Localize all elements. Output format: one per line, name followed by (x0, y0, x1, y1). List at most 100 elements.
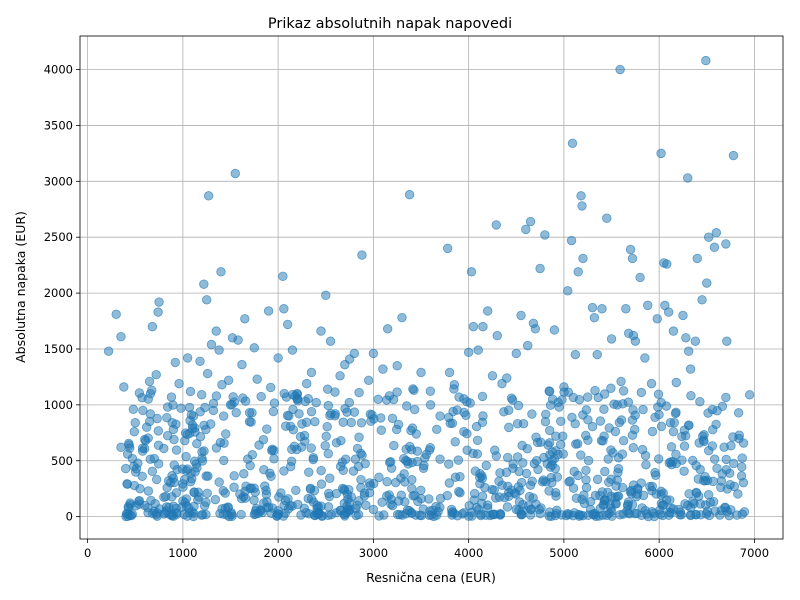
scatter-point (249, 483, 259, 493)
scatter-point (503, 405, 514, 415)
y-tick-label: 1500 (44, 342, 73, 356)
scatter-point (482, 500, 493, 510)
scatter-point (202, 488, 212, 499)
scatter-point (566, 235, 577, 246)
scatter-point (150, 499, 160, 509)
scatter-point (263, 306, 274, 316)
scatter-point (572, 439, 583, 449)
scatter-point (488, 509, 498, 520)
scatter-point (413, 496, 423, 507)
scatter-point (325, 336, 336, 346)
scatter-point (349, 348, 360, 359)
scatter-point (251, 506, 261, 516)
scatter-point (555, 439, 566, 450)
scatter-point (286, 461, 296, 472)
scatter-point (722, 336, 732, 346)
scatter-point (665, 417, 676, 428)
scatter-point (576, 450, 586, 460)
scatter-point (583, 392, 593, 402)
scatter-point (431, 501, 441, 512)
scatter-point (201, 497, 211, 508)
scatter-point (280, 495, 291, 506)
scatter-point (262, 424, 272, 434)
scatter-point (153, 440, 164, 451)
scatter-point (522, 444, 532, 454)
scatter-point (662, 259, 672, 269)
scatter-point (576, 191, 586, 201)
scatter-point (610, 492, 620, 503)
scatter-point (365, 409, 376, 419)
scatter-point (179, 474, 190, 485)
x-tick-label: 1000 (168, 546, 197, 560)
scatter-point (247, 408, 257, 418)
scatter-point (354, 432, 364, 442)
scatter-point (728, 432, 738, 442)
scatter-point (545, 425, 555, 436)
scatter-point (410, 404, 420, 415)
scatter-point (587, 302, 598, 313)
scatter-point (583, 455, 594, 466)
scatter-point (442, 490, 452, 501)
scatter-point (153, 307, 163, 317)
scatter-point (640, 353, 650, 363)
scatter-point (171, 419, 181, 429)
scatter-point (647, 481, 658, 492)
scatter-point (721, 454, 731, 465)
scatter-point (544, 438, 555, 448)
scatter-point (256, 391, 266, 402)
scatter-point (125, 443, 135, 453)
scatter-point (588, 509, 598, 519)
scatter-point (487, 371, 498, 381)
scatter-point (182, 353, 193, 363)
scatter-point (738, 438, 749, 448)
scatter-point (336, 435, 346, 446)
scatter-point (269, 398, 280, 408)
scatter-point (344, 397, 355, 408)
scatter-point (514, 505, 524, 515)
scatter-point (178, 482, 188, 492)
scatter-point (547, 394, 558, 404)
scatter-point (701, 55, 711, 66)
scatter-point (400, 477, 410, 487)
scatter-point (452, 511, 463, 521)
scatter-point (236, 509, 246, 520)
scatter-point (418, 463, 429, 473)
scatter-point (700, 472, 710, 482)
scatter-point (128, 404, 139, 415)
scatter-point (379, 510, 389, 520)
scatter-point (711, 228, 722, 238)
scatter-point (401, 509, 411, 519)
scatter-point (737, 462, 747, 472)
scatter-point (445, 418, 455, 428)
scatter-point (137, 471, 147, 481)
scatter-point (599, 389, 610, 399)
y-tick-label: 0 (66, 510, 73, 524)
scatter-point (697, 295, 707, 305)
scatter-point (133, 458, 143, 468)
scatter-point (214, 477, 224, 487)
scatter-point (153, 426, 164, 436)
scatter-point (266, 471, 276, 481)
scatter-point (424, 445, 435, 455)
scatter-point (627, 253, 638, 264)
scatter-point (249, 495, 259, 505)
scatter-point (418, 504, 429, 514)
scatter-point (654, 454, 664, 464)
scatter-point (335, 461, 346, 472)
scatter-point (231, 407, 241, 418)
scatter-point (147, 321, 158, 332)
scatter-point (185, 386, 196, 397)
x-tick-label: 6000 (645, 546, 674, 560)
scatter-point (721, 392, 731, 403)
scatter-point (218, 486, 228, 496)
scatter-point (302, 378, 312, 389)
scatter-point (737, 509, 747, 519)
scatter-point (280, 508, 290, 519)
scatter-point (279, 466, 289, 476)
scatter-point (184, 503, 194, 513)
scatter-point (587, 421, 598, 432)
scatter-point (316, 479, 327, 489)
scatter-point (145, 454, 156, 464)
scatter-point (169, 460, 179, 470)
scatter-point (349, 407, 360, 417)
